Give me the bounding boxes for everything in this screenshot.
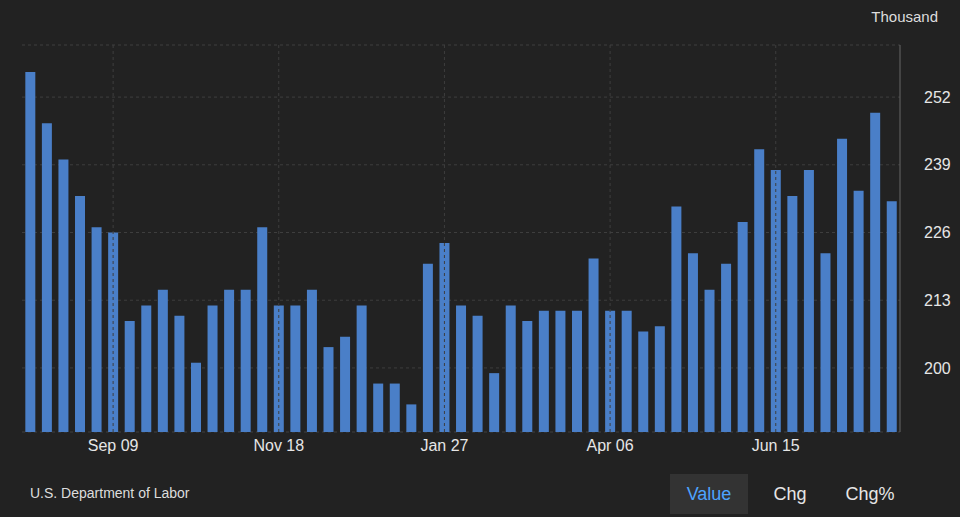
svg-text:239: 239 — [924, 156, 951, 173]
svg-text:226: 226 — [924, 224, 951, 241]
html-text:U.S. Department of Labor: U.S. Department of Labor — [30, 485, 190, 501]
svg-text:Sep 09: Sep 09 — [88, 437, 139, 454]
svg-text:Apr 06: Apr 06 — [587, 437, 634, 454]
svg-text:Jan 27: Jan 27 — [420, 437, 468, 454]
svg-text:213: 213 — [924, 292, 951, 309]
svg-text:200: 200 — [924, 360, 951, 377]
svg-text:Jun 15: Jun 15 — [752, 437, 800, 454]
html-text:Value: Value — [686, 484, 732, 504]
svg-text:252: 252 — [924, 89, 951, 106]
html-text:Chg%: Chg% — [845, 484, 895, 504]
svg-text:Nov 18: Nov 18 — [253, 437, 304, 454]
html-text:Chg: Chg — [773, 484, 807, 504]
html-text:Thousand: Thousand — [871, 8, 938, 25]
